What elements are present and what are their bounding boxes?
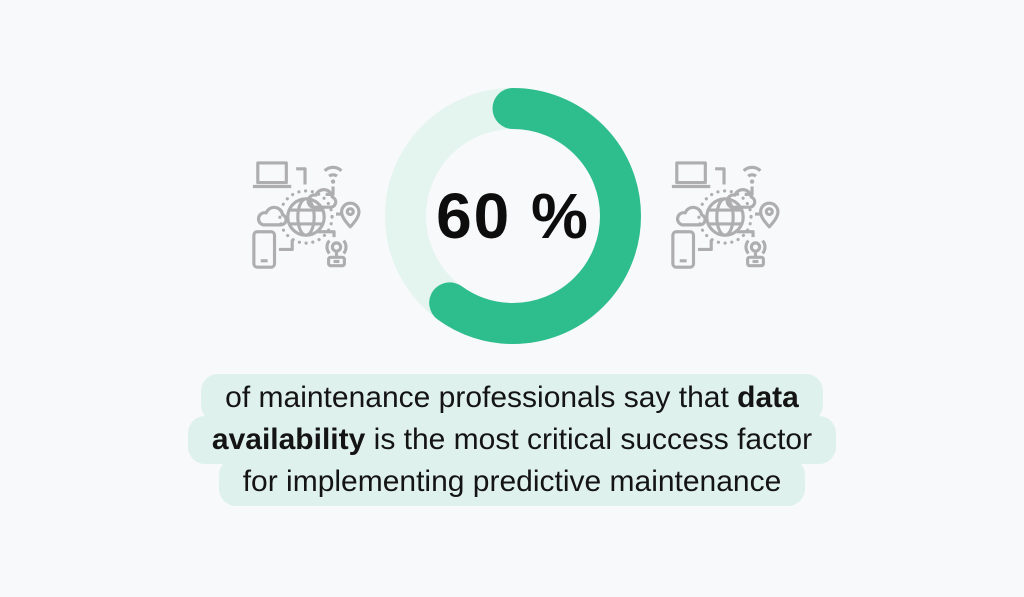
caption-line-2-post: is the most critical success factor: [365, 423, 813, 456]
location-pin-icon: [755, 201, 780, 229]
donut-progress: [385, 88, 641, 344]
smartphone-icon: [252, 230, 294, 269]
smartphone-icon: [671, 230, 713, 269]
caption-line-3: for implementing predictive maintenance: [218, 458, 806, 506]
laptop-icon: [256, 161, 288, 185]
cloud-icon: [675, 205, 707, 227]
caption-line-1-bold: data: [737, 381, 799, 414]
antenna-icon: [736, 230, 767, 268]
location-pin-icon: [336, 201, 361, 229]
stat-value: 60 %: [436, 180, 590, 252]
caption-line-2-bold: availability: [211, 423, 366, 456]
laptop-icon: [675, 161, 707, 185]
iot-network-icon: [671, 161, 780, 269]
antenna-icon: [317, 230, 348, 268]
globe-icon: [697, 189, 753, 245]
iot-network-icon: [252, 161, 361, 269]
cloud-icon: [256, 205, 288, 227]
caption: of maintenance professionals say that da…: [0, 374, 1024, 506]
caption-line-1: of maintenance professionals say that da…: [201, 374, 823, 422]
caption-line-1-text: of maintenance professionals say that: [225, 381, 738, 414]
caption-line-2: availability is the most critical succes…: [187, 416, 837, 464]
donut-chart-svg: [385, 88, 641, 344]
donut-chart: [384, 87, 642, 345]
wifi-icon: [742, 165, 762, 196]
globe-icon: [278, 189, 334, 245]
caption-line-3-text: for implementing predictive maintenance: [242, 465, 782, 498]
